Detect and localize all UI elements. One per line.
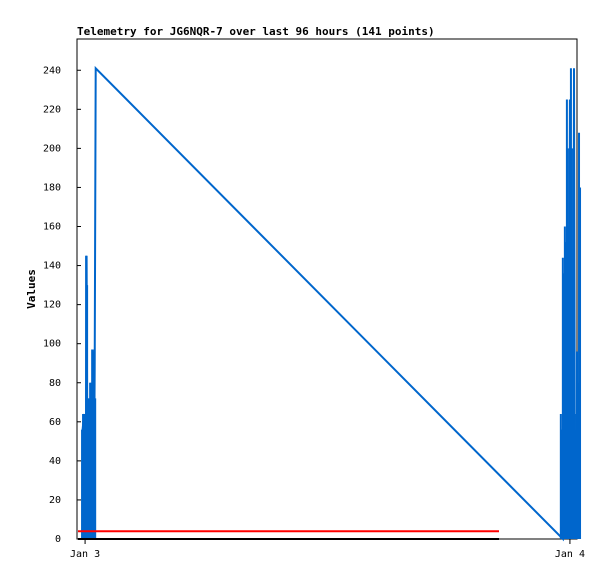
x-tick-label: Jan 4 [555, 549, 585, 560]
y-tick-label: 200 [43, 143, 61, 154]
y-tick-label: 100 [43, 339, 61, 350]
y-axis-label: Values [25, 269, 38, 309]
y-axis: 0 20 40 60 80 100 120 140 160 180 200 220 240 [43, 65, 81, 545]
y-tick-label: 160 [43, 222, 61, 233]
plot-frame [76, 38, 578, 540]
y-tick-label: 60 [49, 417, 61, 428]
y-tick-label: 80 [49, 378, 61, 389]
y-tick-label: 240 [43, 65, 61, 76]
series-lines [81, 65, 578, 542]
y-tick-label: 20 [49, 495, 61, 506]
y-tick-label: 40 [49, 456, 61, 467]
series-line [81, 65, 578, 542]
y-tick-label: 220 [43, 104, 61, 115]
reference-lines [78, 530, 499, 540]
y-tick-label: 0 [55, 534, 61, 545]
y-tick-label: 140 [43, 261, 61, 272]
x-axis: Jan 3 Jan 4 [70, 539, 585, 560]
y-tick-label: 120 [43, 300, 61, 311]
x-tick-label: Jan 3 [70, 549, 100, 560]
y-tick-label: 180 [43, 182, 61, 193]
spike-series [81, 68, 582, 539]
chart-title: Telemetry for JG6NQR-7 over last 96 hour… [77, 25, 435, 38]
